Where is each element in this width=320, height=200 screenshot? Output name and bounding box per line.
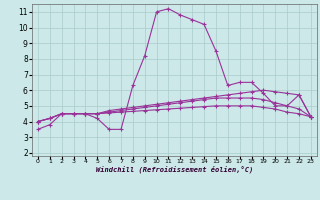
X-axis label: Windchill (Refroidissement éolien,°C): Windchill (Refroidissement éolien,°C) — [96, 166, 253, 173]
